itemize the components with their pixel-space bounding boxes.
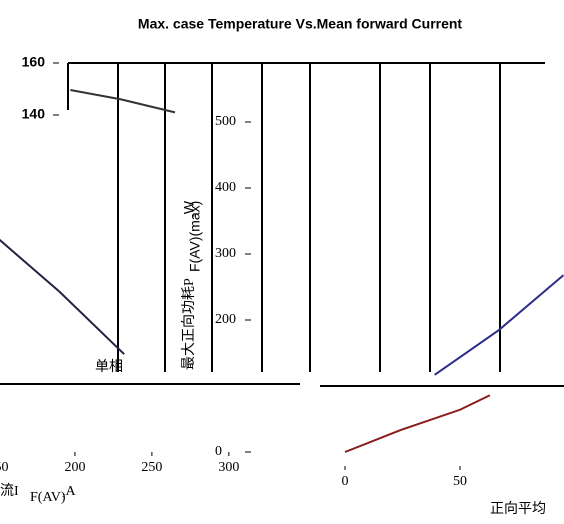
y-tick-label: 300 [215, 246, 236, 261]
y-axis-label-sub: F(AV)(max) [187, 201, 203, 272]
x-tick-label: 50 [453, 474, 467, 489]
y-tick-label: 140 [22, 106, 46, 122]
series-line [0, 239, 125, 355]
y-tick-label: 500 [215, 114, 236, 129]
series-line [70, 89, 176, 114]
x-tick-label: 0 [342, 474, 349, 489]
y-axis-label: 最大正向功耗P F(AV)(max) ,W [181, 200, 203, 370]
decor [0, 62, 564, 387]
x-axis-label: 正向平均 [490, 501, 546, 517]
x-axis-label-unit: ,A [62, 484, 77, 499]
y-tick-label: 400 [215, 180, 236, 195]
y-axis-label-unit: ,W [181, 200, 197, 218]
x-axis-label: 流I F(AV) ,A [0, 483, 77, 505]
x-tick-label: 150 [0, 460, 9, 475]
y-axis-label-main: 最大正向功耗P [181, 278, 197, 370]
series-line [434, 274, 564, 376]
x-axis-label-main: 流I [0, 483, 19, 499]
annotation: 单相 [95, 359, 123, 375]
y-tick-label: 200 [215, 312, 236, 327]
y-tick-label: 160 [22, 54, 46, 70]
x-axis-label-sub: F(AV) [30, 490, 66, 505]
x-tick-label: 250 [141, 460, 162, 475]
x-tick-label: 300 [218, 460, 239, 475]
chart-title: Max. case Temperature Vs.Mean forward Cu… [138, 16, 463, 32]
y-tick-label: 0 [215, 444, 222, 459]
x-tick-label: 200 [64, 460, 85, 475]
series-line [344, 394, 491, 453]
